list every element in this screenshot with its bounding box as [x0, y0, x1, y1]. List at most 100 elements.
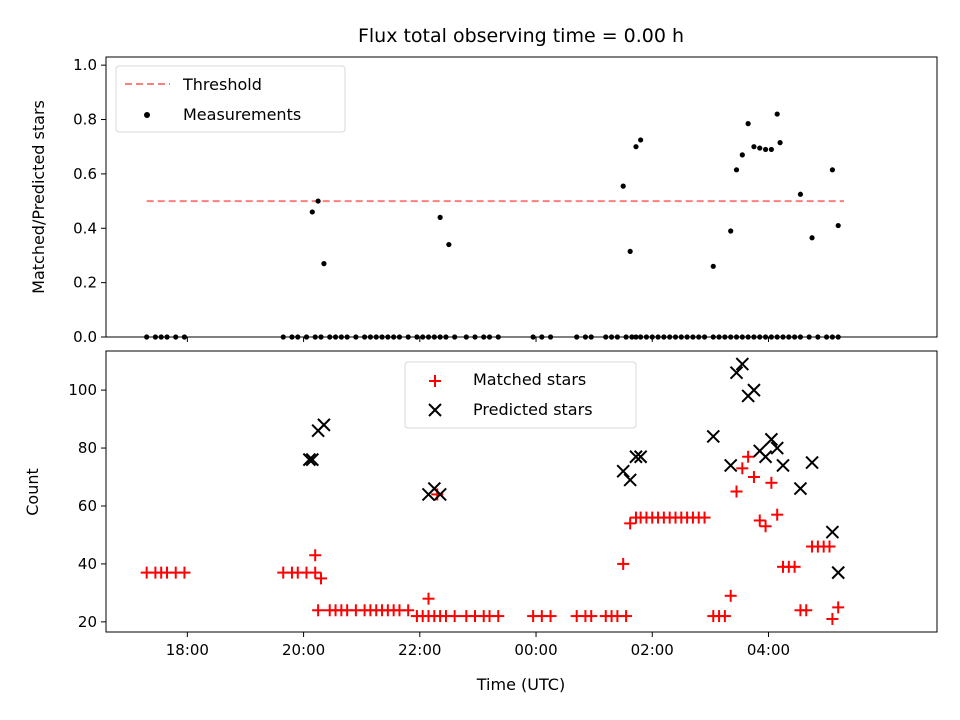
measurement-point: [815, 334, 821, 340]
measurement-point: [672, 334, 679, 340]
measurement-point: [667, 334, 673, 340]
measurement-point: [623, 334, 629, 340]
measurement-point: [385, 334, 391, 340]
matched-star-point: [759, 520, 772, 533]
matched-star-point: [312, 604, 325, 617]
legend-measurements-swatch: [144, 112, 150, 118]
top-legend-box: [115, 65, 346, 133]
measurement-point: [745, 334, 751, 340]
predicted-star-point: [805, 455, 819, 470]
measurement-point: [739, 334, 745, 340]
measurement-point: [539, 334, 545, 340]
measurement-point: [823, 334, 830, 340]
predicted-star-point: [723, 458, 738, 473]
bottom-y-ticks: 20 40 60 80 100: [68, 381, 106, 631]
top-plot-area: [105, 56, 938, 338]
matched-star-point: [448, 610, 461, 623]
matched-star-point: [730, 485, 743, 498]
bottom-legend-box: [404, 361, 637, 429]
measurement-point: [574, 334, 580, 340]
measurement-point: [835, 334, 841, 340]
measurement-point: [745, 121, 751, 127]
bottom-x-tick-label: 00:00: [514, 641, 557, 659]
measurement-point: [643, 334, 650, 340]
measurement-point: [768, 334, 774, 340]
bottom-legend: Matched stars Predicted stars: [404, 361, 637, 429]
top-panel: 0.0 0.2 0.4 0.6 0.8 1.0 Matched/Predicted sta…: [29, 56, 938, 346]
matched-star-point: [765, 476, 778, 489]
measurement-point: [303, 334, 310, 340]
measurement-point: [295, 334, 301, 340]
measurement-point: [809, 235, 815, 241]
measurement-point: [344, 334, 350, 340]
predicted-star-point: [433, 487, 447, 502]
measurement-point: [289, 334, 295, 340]
measurement-point: [603, 334, 609, 340]
matched-star-point: [620, 610, 633, 623]
measurement-point: [181, 334, 188, 340]
matched-star-point: [718, 610, 731, 623]
measurement-point: [751, 334, 757, 340]
measurement-point: [768, 146, 774, 153]
count-points: [140, 357, 845, 625]
measurement-point: [777, 140, 783, 146]
bottom-x-tick-label: 20:00: [282, 641, 325, 659]
measurement-point: [633, 144, 639, 150]
measurement-point: [452, 334, 458, 340]
predicted-star-point: [758, 450, 773, 464]
measurement-point: [774, 111, 780, 117]
measurement-point: [733, 334, 740, 340]
matched-star-point: [492, 610, 505, 623]
measurement-point: [762, 146, 769, 153]
measurement-point: [780, 334, 786, 340]
matched-star-point: [698, 511, 711, 524]
measurement-point: [649, 334, 655, 340]
measurement-point: [739, 152, 745, 158]
measurement-point: [774, 334, 780, 340]
measurement-point: [710, 334, 716, 340]
measurement-point: [728, 334, 734, 340]
measurement-point: [655, 334, 661, 340]
bottom-y-axis-label: Count: [23, 468, 42, 516]
predicted-star-point: [706, 429, 720, 444]
top-y-tick-label: 0.8: [73, 111, 97, 129]
legend-threshold-label: Threshold: [182, 75, 262, 94]
bottom-x-tick-label: 04:00: [747, 641, 790, 659]
measurement-point: [690, 334, 696, 340]
predicted-star-point: [831, 565, 845, 580]
measurement-point: [315, 198, 321, 204]
measurement-point: [806, 334, 812, 340]
measurement-point: [588, 334, 594, 340]
matched-star-point: [309, 549, 322, 562]
predicted-star-point: [629, 450, 643, 464]
measurement-point: [797, 334, 804, 340]
measurement-point: [701, 334, 708, 340]
measurement-point: [420, 334, 426, 340]
matched-star-point: [771, 508, 784, 521]
measurement-point: [733, 167, 740, 173]
bottom-y-tick-label: 20: [78, 613, 97, 631]
measurement-points: [144, 111, 841, 340]
bottom-plot-area: [105, 350, 938, 633]
measurement-point: [463, 334, 469, 340]
matched-star-point: [309, 566, 322, 579]
bottom-x-tick-label: 22:00: [398, 641, 441, 659]
matched-star-point: [742, 450, 755, 463]
measurement-point: [353, 334, 359, 340]
measurement-point: [684, 334, 690, 340]
measurement-point: [757, 145, 763, 151]
predicted-star-point: [747, 383, 761, 397]
measurement-point: [173, 334, 179, 340]
predicted-star-point: [793, 481, 808, 496]
top-y-tick-label: 0.4: [73, 219, 97, 237]
matched-star-point: [422, 592, 435, 605]
measurement-point: [722, 334, 728, 340]
predicted-star-point: [302, 452, 317, 467]
measurement-point: [437, 334, 443, 340]
measurement-point: [786, 334, 792, 340]
predicted-star-point: [735, 357, 750, 371]
measurement-point: [446, 241, 452, 248]
measurement-point: [678, 334, 684, 340]
matched-star-point: [617, 557, 630, 570]
measurement-point: [425, 334, 432, 340]
